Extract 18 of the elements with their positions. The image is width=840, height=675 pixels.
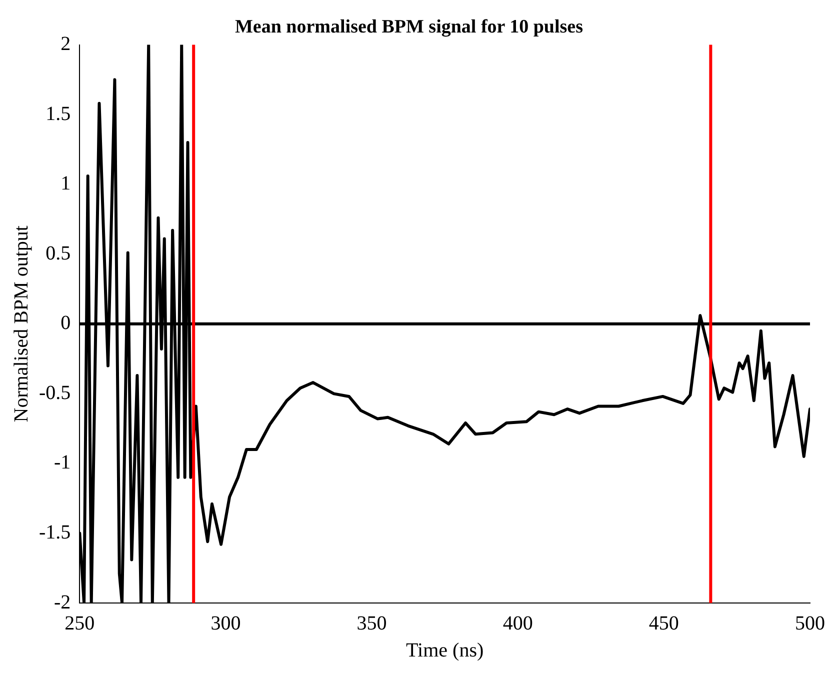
y-tick-label: 0.5 <box>46 242 71 264</box>
y-axis-title: Normalised BPM output <box>10 225 32 422</box>
y-tick-label: -0.5 <box>38 382 71 404</box>
y-tick-label: 1.5 <box>46 102 71 125</box>
x-axis-title: Time (ns) <box>406 639 484 662</box>
x-tick-label: 450 <box>648 612 679 634</box>
y-tick-label: -1 <box>54 452 71 474</box>
x-tick-label: 500 <box>795 612 825 634</box>
y-tick-label: 0 <box>60 312 71 334</box>
x-tick-label: 300 <box>210 612 241 634</box>
x-tick-label: 250 <box>64 612 95 634</box>
y-tick-label: 2 <box>60 33 71 56</box>
y-tick-label: 1 <box>60 172 71 195</box>
x-tick-label: 400 <box>502 612 533 634</box>
x-tick-label: 350 <box>356 612 387 634</box>
chart-title: Mean normalised BPM signal for 10 pulses <box>235 16 583 38</box>
y-tick-label: -1.5 <box>38 521 71 544</box>
y-tick-label: -2 <box>54 591 71 614</box>
